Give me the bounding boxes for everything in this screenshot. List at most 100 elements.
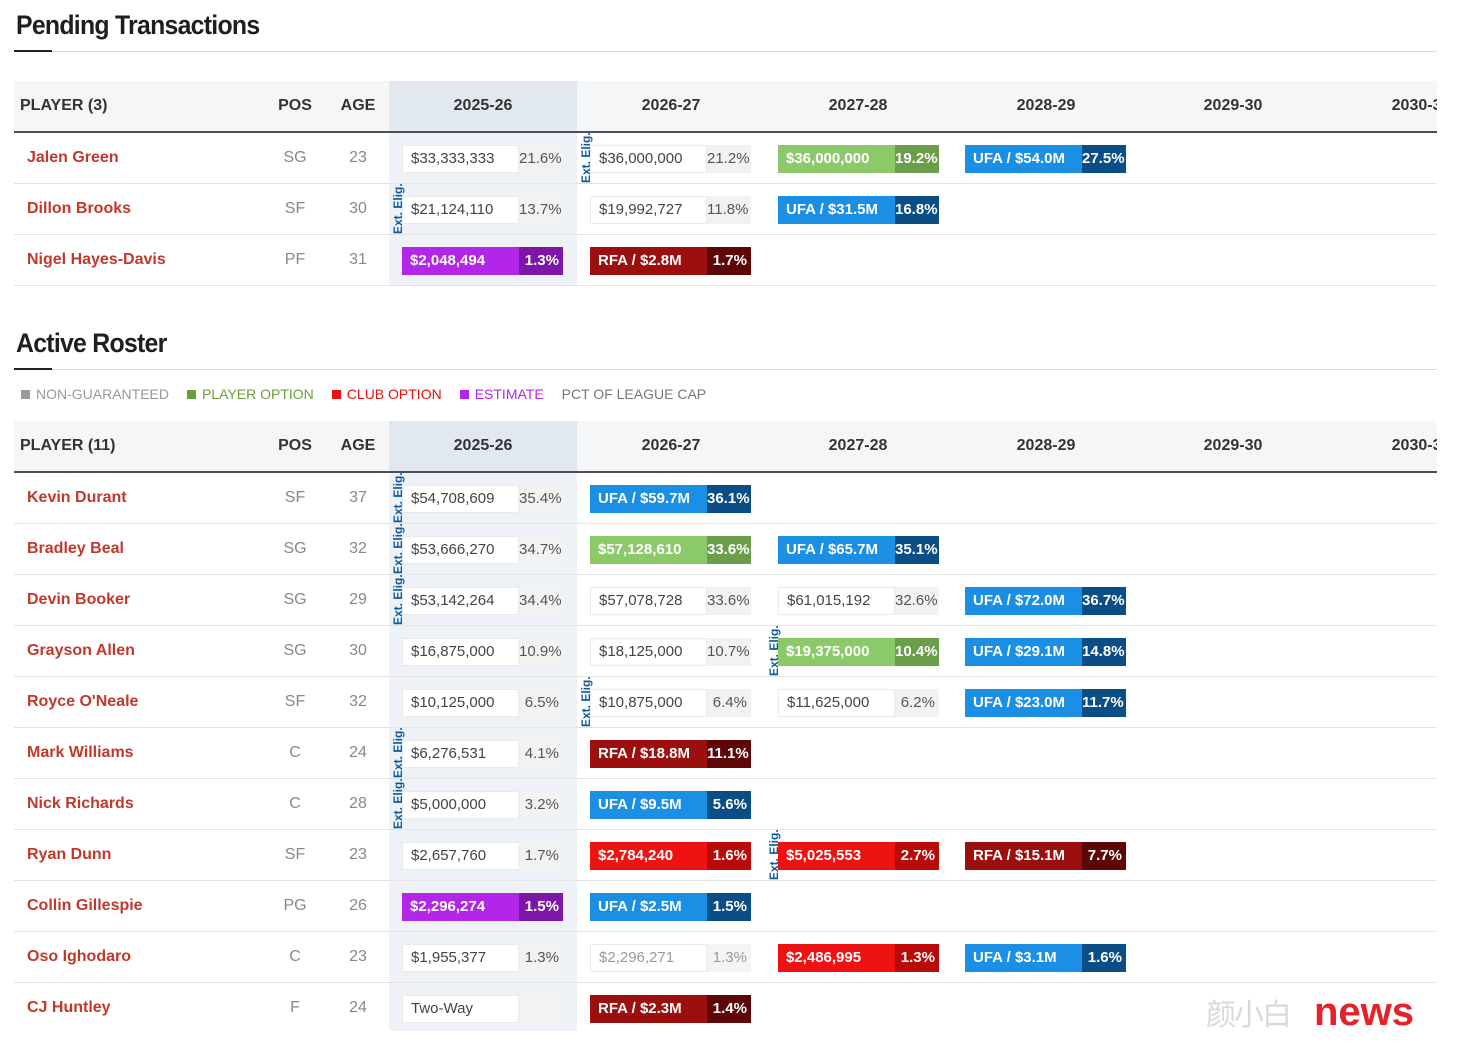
contract-cell-club-option[interactable]: $2,784,240 1.6% bbox=[590, 842, 751, 870]
season-header-2028-29[interactable]: 2028-29 bbox=[1016, 97, 1076, 114]
player-name-link[interactable]: CJ Huntley bbox=[27, 999, 111, 1016]
player-name-link[interactable]: Devin Booker bbox=[27, 591, 131, 608]
contract-cell-normal[interactable]: $18,125,000 10.7% bbox=[590, 638, 751, 666]
age-column-header[interactable]: AGE bbox=[340, 97, 376, 114]
contract-cell-ufa[interactable]: UFA / $65.7M 35.1% bbox=[778, 536, 939, 564]
contract-cell-normal[interactable]: $33,333,333 21.6% bbox=[402, 145, 563, 173]
season-header-2028-29[interactable]: 2028-29 bbox=[1016, 437, 1076, 454]
season-header-2025-26[interactable]: 2025-26 bbox=[453, 437, 513, 454]
player-column-header[interactable]: PLAYER (11) bbox=[20, 437, 116, 454]
pos-column-header[interactable]: POS bbox=[278, 97, 312, 114]
contract-cell-normal[interactable]: $61,015,192 32.6% bbox=[778, 587, 939, 615]
season-header-2027-28[interactable]: 2027-28 bbox=[828, 437, 888, 454]
contract-cell-ufa[interactable]: UFA / $31.5M 16.8% bbox=[778, 196, 939, 224]
cap-percentage: 3.2% bbox=[519, 791, 563, 819]
player-name-link[interactable]: Collin Gillespie bbox=[27, 897, 143, 914]
cap-percentage: 6.4% bbox=[707, 689, 751, 717]
contract-cell-non-guaranteed[interactable]: $2,296,271 1.3% bbox=[590, 944, 751, 972]
salary-amount: $53,666,270 bbox=[402, 536, 519, 564]
player-name-link[interactable]: Nick Richards bbox=[27, 795, 134, 812]
contract-cell-ufa[interactable]: UFA / $23.0M 11.7% bbox=[965, 689, 1126, 717]
contract-cell-normal[interactable]: $19,992,727 11.8% bbox=[590, 196, 751, 224]
contract-cell-normal[interactable]: $16,875,000 10.9% bbox=[402, 638, 563, 666]
roster-player-row: Mark Williams C 24 Ext. Elig. $6,276,531 4.1%… bbox=[14, 728, 1437, 779]
season-header-2027-28[interactable]: 2027-28 bbox=[828, 97, 888, 114]
contract-cell-ufa[interactable]: UFA / $54.0M 27.5% bbox=[965, 145, 1126, 173]
salary-amount: $2,296,271 bbox=[590, 944, 707, 972]
age-column-header[interactable]: AGE bbox=[340, 437, 376, 454]
season-header-2030-31[interactable]: 2030-31 bbox=[1391, 437, 1437, 454]
contract-cell-normal[interactable]: $2,657,760 1.7% bbox=[402, 842, 563, 870]
contract-cell-rfa[interactable]: RFA / $15.1M 7.7% bbox=[965, 842, 1126, 870]
salary-amount: UFA / $59.7M bbox=[590, 485, 707, 513]
contract-cell-normal[interactable]: $11,625,000 6.2% bbox=[778, 689, 939, 717]
contract-cell-ufa[interactable]: UFA / $3.1M 1.6% bbox=[965, 944, 1126, 972]
player-position: SG bbox=[283, 149, 307, 166]
contract-cell-player-option[interactable]: $57,128,610 33.6% bbox=[590, 536, 751, 564]
player-column-header[interactable]: PLAYER (3) bbox=[20, 97, 108, 114]
watermark-cn-text: 颜小白 bbox=[1206, 998, 1292, 1033]
contract-cell-player-option[interactable]: $19,375,000 10.4% bbox=[778, 638, 939, 666]
contract-cell-club-option[interactable]: $2,486,995 1.3% bbox=[778, 944, 939, 972]
contract-cell-ufa[interactable]: UFA / $72.0M 36.7% bbox=[965, 587, 1126, 615]
contract-cell-rfa[interactable]: RFA / $18.8M 11.1% bbox=[590, 740, 751, 768]
pending-table-header: PLAYER (3) POS AGE 2025-26 2026-27 2027-28 202… bbox=[14, 81, 1437, 133]
season-header-2030-31[interactable]: 2030-31 bbox=[1391, 97, 1437, 114]
contract-cell-normal[interactable]: $36,000,000 21.2% bbox=[590, 145, 751, 173]
player-name-link[interactable]: Ryan Dunn bbox=[27, 846, 112, 863]
contract-cell-normal[interactable]: $57,078,728 33.6% bbox=[590, 587, 751, 615]
salary-amount: $2,296,274 bbox=[402, 893, 519, 921]
contract-cell-rfa[interactable]: RFA / $2.3M 1.4% bbox=[590, 995, 751, 1023]
player-name-link[interactable]: Nigel Hayes-Davis bbox=[27, 251, 166, 268]
contract-cell-normal[interactable]: $53,142,264 34.4% bbox=[402, 587, 563, 615]
active-roster-title: Active Roster bbox=[16, 328, 167, 358]
player-name-link[interactable]: Bradley Beal bbox=[27, 540, 124, 557]
player-name-link[interactable]: Jalen Green bbox=[27, 149, 119, 166]
season-header-2026-27[interactable]: 2026-27 bbox=[641, 437, 701, 454]
player-name-link[interactable]: Royce O'Neale bbox=[27, 693, 139, 710]
season-header-2025-26[interactable]: 2025-26 bbox=[453, 97, 513, 114]
legend-label: ESTIMATE bbox=[474, 386, 544, 402]
player-position: SF bbox=[284, 846, 306, 863]
contract-cell-normal[interactable]: $1,955,377 1.3% bbox=[402, 944, 563, 972]
contract-cell-normal[interactable]: $10,125,000 6.5% bbox=[402, 689, 563, 717]
player-name-link[interactable]: Kevin Durant bbox=[27, 489, 127, 506]
contract-cell-normal[interactable]: $21,124,110 13.7% bbox=[402, 196, 563, 224]
contract-cell-normal[interactable]: $5,000,000 3.2% bbox=[402, 791, 563, 819]
contract-cell-club-option[interactable]: $5,025,553 2.7% bbox=[778, 842, 939, 870]
season-header-2026-27[interactable]: 2026-27 bbox=[641, 97, 701, 114]
player-age: 32 bbox=[349, 693, 367, 710]
pos-column-header[interactable]: POS bbox=[278, 437, 312, 454]
player-name-link[interactable]: Grayson Allen bbox=[27, 642, 135, 659]
contract-cell-player-option[interactable]: $36,000,000 19.2% bbox=[778, 145, 939, 173]
contract-cell-rfa[interactable]: RFA / $2.8M 1.7% bbox=[590, 247, 751, 275]
season-header-2029-30[interactable]: 2029-30 bbox=[1203, 437, 1263, 454]
legend-swatch bbox=[21, 390, 30, 399]
salary-amount: $10,875,000 bbox=[590, 689, 707, 717]
salary-amount: $2,657,760 bbox=[402, 842, 519, 870]
player-position: SF bbox=[284, 200, 306, 217]
player-name-link[interactable]: Dillon Brooks bbox=[27, 200, 132, 217]
cap-percentage: 27.5% bbox=[1082, 145, 1126, 173]
contract-cell-ufa[interactable]: UFA / $9.5M 5.6% bbox=[590, 791, 751, 819]
legend-item: CLUB OPTION bbox=[331, 386, 442, 402]
salary-amount: $10,125,000 bbox=[402, 689, 519, 717]
contract-cell-ufa[interactable]: UFA / $59.7M 36.1% bbox=[590, 485, 751, 513]
contract-cell-estimate[interactable]: $2,048,494 1.3% bbox=[402, 247, 563, 275]
contract-cell-estimate[interactable]: $2,296,274 1.5% bbox=[402, 893, 563, 921]
cap-percentage: 1.7% bbox=[707, 247, 751, 275]
contract-cell-normal[interactable]: $53,666,270 34.7% bbox=[402, 536, 563, 564]
contract-cell-ufa[interactable]: UFA / $29.1M 14.8% bbox=[965, 638, 1126, 666]
player-name-link[interactable]: Mark Williams bbox=[27, 744, 134, 761]
player-name-link[interactable]: Oso Ighodaro bbox=[27, 948, 131, 965]
cap-percentage: 13.7% bbox=[519, 196, 563, 224]
season-header-2029-30[interactable]: 2029-30 bbox=[1203, 97, 1263, 114]
contract-cell-normal[interactable]: $6,276,531 4.1% bbox=[402, 740, 563, 768]
player-position: SG bbox=[283, 642, 307, 659]
contract-cell-normal[interactable]: $54,708,609 35.4% bbox=[402, 485, 563, 513]
contract-cell-normal[interactable]: $10,875,000 6.4% bbox=[590, 689, 751, 717]
roster-player-row: CJ Huntley F 24 Two-Way RFA / $2.3M 1.4% bbox=[14, 983, 1437, 1031]
contract-cell-two-way[interactable]: Two-Way bbox=[402, 995, 563, 1023]
cap-percentage: 36.1% bbox=[707, 485, 751, 513]
contract-cell-ufa[interactable]: UFA / $2.5M 1.5% bbox=[590, 893, 751, 921]
